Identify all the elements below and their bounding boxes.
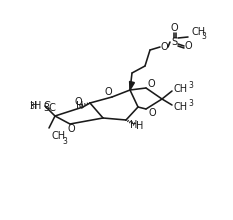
Text: CH: CH [174,84,188,94]
Text: C: C [44,101,51,111]
Text: CH: CH [192,27,206,37]
Text: O: O [67,124,75,134]
Text: CH: CH [174,102,188,112]
Text: H: H [136,121,144,131]
Text: S: S [171,37,177,47]
Text: 3: 3 [29,101,34,110]
Text: O: O [170,23,178,33]
Text: 3: 3 [202,31,206,40]
Text: 3: 3 [188,99,193,108]
Text: O: O [160,42,168,52]
Polygon shape [130,81,134,90]
Text: H: H [34,101,41,111]
Text: 3: 3 [63,136,67,145]
Text: H: H [76,101,84,111]
Text: H: H [130,120,138,130]
Text: O: O [148,108,156,118]
Text: O: O [184,41,192,51]
Text: 3C: 3C [43,103,56,113]
Text: 3: 3 [188,81,193,90]
Text: O: O [104,87,112,97]
Text: O: O [147,79,155,89]
Text: O: O [74,97,82,107]
Text: CH: CH [51,131,65,141]
Text: H: H [30,101,37,111]
